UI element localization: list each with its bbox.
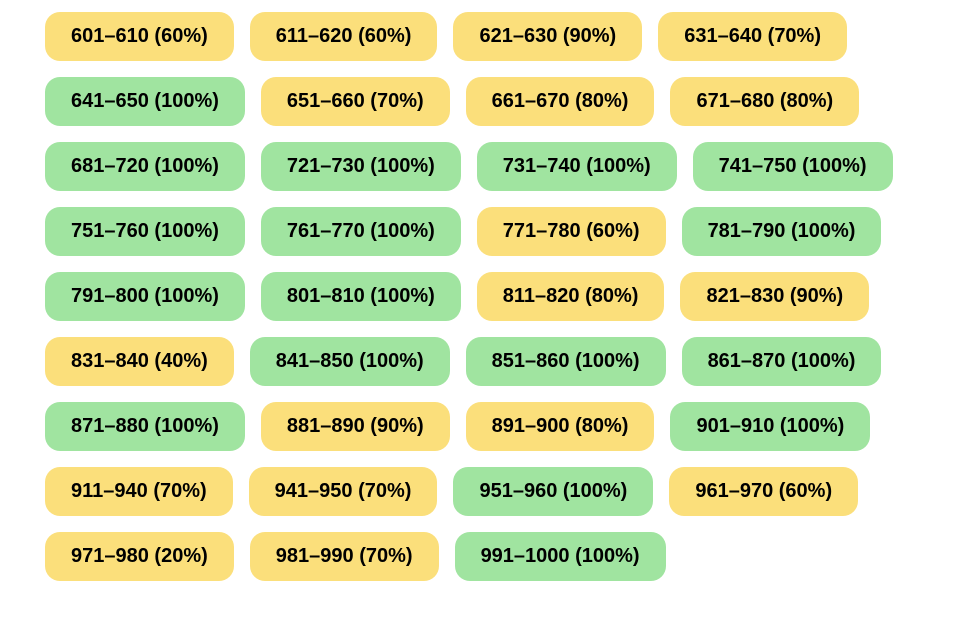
range-badge-721-730[interactable]: 721–730 (100%) bbox=[260, 142, 461, 191]
range-badge-981-990[interactable]: 981–990 (70%) bbox=[249, 532, 439, 581]
badge-row: 641–650 (100%) 651–660 (70%) 661–670 (80%)… bbox=[45, 77, 961, 126]
range-badge-671-680[interactable]: 671–680 (80%) bbox=[670, 77, 860, 126]
badge-row: 831–840 (40%) 841–850 (100%) 851–860 (100%… bbox=[45, 337, 961, 386]
badge-row: 971–980 (20%) 981–990 (70%) 991–1000 (100%… bbox=[45, 532, 961, 581]
range-badge-961-970[interactable]: 961–970 (60%) bbox=[669, 467, 859, 516]
range-badge-941-950[interactable]: 941–950 (70%) bbox=[248, 467, 438, 516]
range-badge-891-900[interactable]: 891–900 (80%) bbox=[465, 402, 655, 451]
range-badge-901-910[interactable]: 901–910 (100%) bbox=[670, 402, 871, 451]
range-badge-781-790[interactable]: 781–790 (100%) bbox=[681, 207, 882, 256]
range-badge-741-750[interactable]: 741–750 (100%) bbox=[692, 142, 893, 191]
range-badge-661-670[interactable]: 661–670 (80%) bbox=[465, 77, 655, 126]
range-badge-991-1000[interactable]: 991–1000 (100%) bbox=[454, 532, 666, 581]
badge-row: 791–800 (100%) 801–810 (100%) 811–820 (80%… bbox=[45, 272, 961, 321]
range-badge-971-980[interactable]: 971–980 (20%) bbox=[45, 532, 234, 581]
range-badge-601-610[interactable]: 601–610 (60%) bbox=[45, 12, 234, 61]
range-badge-881-890[interactable]: 881–890 (90%) bbox=[260, 402, 450, 451]
range-badge-641-650[interactable]: 641–650 (100%) bbox=[45, 77, 245, 126]
badge-row: 751–760 (100%) 761–770 (100%) 771–780 (60%… bbox=[45, 207, 961, 256]
range-badge-821-830[interactable]: 821–830 (90%) bbox=[680, 272, 870, 321]
range-badge-791-800[interactable]: 791–800 (100%) bbox=[45, 272, 245, 321]
range-badge-871-880[interactable]: 871–880 (100%) bbox=[45, 402, 245, 451]
range-badge-731-740[interactable]: 731–740 (100%) bbox=[476, 142, 677, 191]
range-badge-861-870[interactable]: 861–870 (100%) bbox=[681, 337, 882, 386]
range-badge-831-840[interactable]: 831–840 (40%) bbox=[45, 337, 234, 386]
badge-row: 681–720 (100%) 721–730 (100%) 731–740 (100… bbox=[45, 142, 961, 191]
range-badge-811-820[interactable]: 811–820 (80%) bbox=[476, 272, 665, 321]
range-badge-841-850[interactable]: 841–850 (100%) bbox=[249, 337, 450, 386]
range-badge-631-640[interactable]: 631–640 (70%) bbox=[658, 12, 848, 61]
range-board: 601–610 (60%) 611–620 (60%) 621–630 (90%) 6… bbox=[45, 12, 961, 581]
range-badge-951-960[interactable]: 951–960 (100%) bbox=[453, 467, 654, 516]
range-badge-761-770[interactable]: 761–770 (100%) bbox=[260, 207, 461, 256]
range-badge-801-810[interactable]: 801–810 (100%) bbox=[260, 272, 461, 321]
range-badge-771-780[interactable]: 771–780 (60%) bbox=[476, 207, 666, 256]
badge-row: 871–880 (100%) 881–890 (90%) 891–900 (80%)… bbox=[45, 402, 961, 451]
range-badge-651-660[interactable]: 651–660 (70%) bbox=[260, 77, 450, 126]
range-badge-751-760[interactable]: 751–760 (100%) bbox=[45, 207, 245, 256]
range-badge-611-620[interactable]: 611–620 (60%) bbox=[249, 12, 438, 61]
range-badge-911-940[interactable]: 911–940 (70%) bbox=[45, 467, 233, 516]
range-badge-621-630[interactable]: 621–630 (90%) bbox=[453, 12, 643, 61]
range-badge-851-860[interactable]: 851–860 (100%) bbox=[465, 337, 666, 386]
range-badge-681-720[interactable]: 681–720 (100%) bbox=[45, 142, 245, 191]
badge-row: 911–940 (70%) 941–950 (70%) 951–960 (100%)… bbox=[45, 467, 961, 516]
badge-row: 601–610 (60%) 611–620 (60%) 621–630 (90%) 6… bbox=[45, 12, 961, 61]
